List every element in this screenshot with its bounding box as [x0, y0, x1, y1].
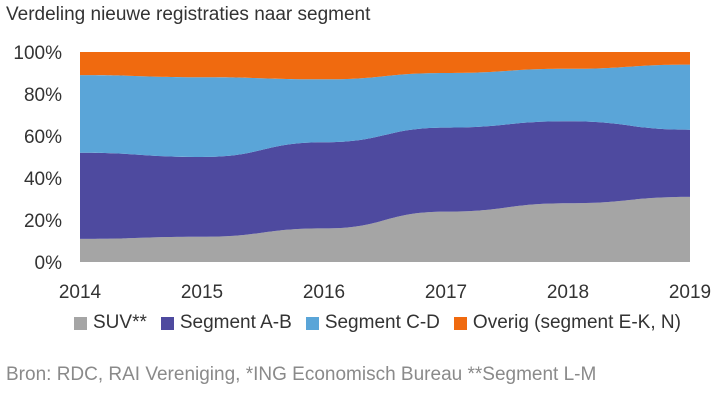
y-tick-label: 20%	[24, 211, 62, 232]
y-tick-label: 80%	[24, 85, 62, 106]
x-tick-label: 2017	[425, 282, 467, 303]
legend-swatch	[74, 316, 87, 330]
x-tick-label: 2016	[303, 282, 345, 303]
source-note: Bron: RDC, RAI Vereniging, *ING Economis…	[6, 364, 597, 385]
legend-label: Segment A-B	[179, 312, 292, 333]
legend-item-1: Segment A-B	[160, 312, 292, 334]
area-series-2	[80, 64, 690, 157]
y-tick-label: 100%	[13, 43, 62, 64]
x-tick-label: 2015	[181, 282, 223, 303]
y-tick-label: 0%	[35, 253, 63, 274]
x-tick-label: 2014	[59, 282, 102, 303]
chart-legend: SUV** Segment A-B Segment C-D Overig (segme…	[74, 312, 681, 334]
legend-label: SUV**	[93, 312, 147, 333]
legend-label: Segment C-D	[324, 312, 440, 333]
stacked-area-chart: 0% 20% 40% 60% 80% 100% 2014 2015 2016 2017 2018 20…	[13, 43, 711, 303]
area-series-3	[80, 52, 690, 80]
legend-item-0: SUV**	[74, 312, 147, 334]
legend-swatch	[160, 316, 174, 330]
legend-item-2: Segment C-D	[305, 312, 440, 334]
area-series-1	[80, 121, 690, 239]
x-tick-label: 2019	[669, 282, 711, 303]
legend-label: Overig (segment E-K, N)	[472, 312, 681, 333]
legend-swatch	[305, 316, 319, 330]
y-tick-label: 40%	[24, 169, 62, 190]
x-tick-label: 2018	[547, 282, 589, 303]
chart-title: Verdeling nieuwe registraties naar segme…	[6, 4, 371, 25]
legend-item-3: Overig (segment E-K, N)	[453, 312, 681, 334]
y-tick-label: 60%	[24, 127, 62, 148]
legend-swatch	[453, 316, 467, 330]
area-series-0	[80, 196, 690, 262]
